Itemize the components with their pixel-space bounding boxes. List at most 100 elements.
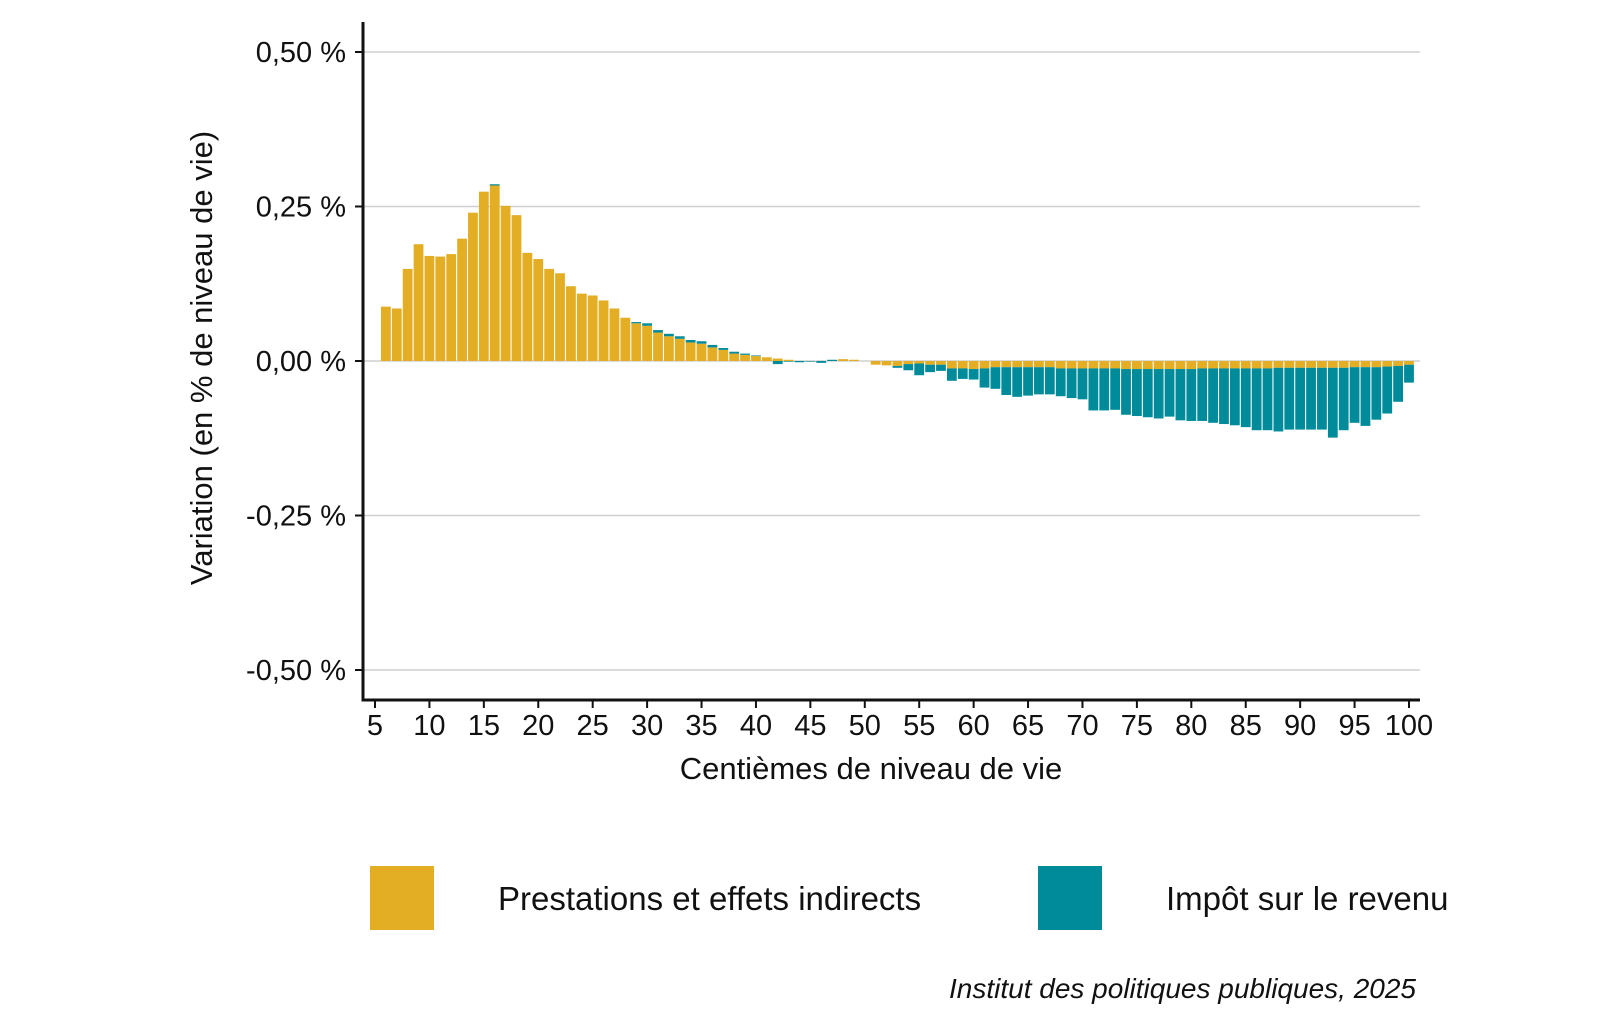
bar-s1-90	[1295, 367, 1306, 430]
bar-s0-27	[609, 308, 620, 361]
bar-s1-65	[1023, 367, 1033, 396]
bar-s1-44	[794, 361, 805, 363]
x-tick-label-10: 55	[903, 710, 935, 742]
bar-s0-73	[1110, 361, 1121, 369]
bar-s0-14	[468, 212, 478, 361]
bar-s0-35	[696, 343, 707, 361]
x-tick-label-19: 100	[1385, 710, 1433, 742]
bar-s0-42	[772, 358, 783, 361]
bar-s1-83	[1219, 368, 1229, 425]
bar-s0-97	[1371, 361, 1382, 368]
x-tick-label-5: 30	[631, 710, 663, 742]
bar-s0-18	[511, 215, 522, 361]
bar-s1-63	[1001, 367, 1012, 395]
x-tick-label-9: 50	[849, 710, 881, 742]
bar-s1-82	[1208, 368, 1218, 423]
bar-s0-48	[838, 359, 848, 361]
bar-s1-87	[1262, 368, 1273, 431]
bar-s0-77	[1153, 361, 1164, 370]
bar-s0-52	[881, 361, 892, 366]
bar-s1-33	[674, 336, 685, 339]
bar-s0-65	[1023, 361, 1033, 368]
x-tick-label-17: 90	[1284, 710, 1316, 742]
bar-s0-78	[1164, 361, 1175, 370]
bar-s0-87	[1262, 361, 1273, 369]
y-axis-ticks: -0,50 % -0,25 % 0,00 % 0,25 % 0,50 %	[246, 37, 363, 687]
bar-s0-95	[1349, 361, 1360, 368]
bar-s0-99	[1393, 361, 1404, 366]
x-axis-ticks: 5 10 15 20 25 30 35 40 45 50 55 60 65 70 75 80 85 90 95 100	[367, 700, 1433, 742]
bar-s0-94	[1338, 361, 1349, 368]
bar-s0-64	[1012, 361, 1023, 368]
bar-s0-56	[925, 361, 935, 365]
bar-s1-55	[914, 363, 925, 376]
bar-s1-96	[1360, 367, 1371, 426]
x-tick-label-13: 70	[1066, 710, 1098, 742]
bar-s1-73	[1110, 368, 1121, 410]
legend-label-prestations: Prestations et effets indirects	[498, 880, 921, 917]
legend-label-impot: Impôt sur le revenu	[1166, 880, 1448, 917]
bar-s0-20	[533, 259, 544, 361]
x-axis-title: Centièmes de niveau de vie	[680, 751, 1063, 786]
bar-s1-32	[663, 333, 674, 337]
bar-s1-69	[1066, 368, 1077, 399]
bar-s0-39	[740, 354, 750, 361]
bar-s1-56	[925, 364, 935, 373]
bar-s0-40	[751, 356, 761, 361]
bar-s0-8	[402, 268, 413, 361]
bar-s0-21	[544, 268, 555, 361]
bar-s1-43	[783, 361, 794, 362]
bar-s1-45	[805, 361, 816, 362]
bar-s1-81	[1197, 368, 1208, 421]
y-tick-label-4: 0,50 %	[256, 37, 346, 69]
bar-s0-61	[979, 361, 990, 369]
bar-s0-6	[380, 306, 391, 361]
bar-s0-67	[1044, 361, 1055, 368]
bar-s0-81	[1197, 361, 1208, 369]
bar-s0-7	[391, 308, 402, 361]
bar-s0-89	[1284, 361, 1295, 368]
bar-s1-39	[740, 353, 750, 355]
bar-s1-86	[1251, 368, 1262, 431]
bar-s1-76	[1142, 369, 1153, 418]
x-tick-label-4: 25	[577, 710, 609, 742]
legend-swatch-impot	[1038, 866, 1102, 930]
bar-s1-79	[1175, 369, 1186, 421]
bar-s0-55	[914, 361, 925, 364]
bar-s0-53	[892, 361, 903, 366]
bar-s1-46	[816, 361, 827, 363]
bar-s1-85	[1240, 368, 1251, 428]
x-tick-label-18: 95	[1338, 710, 1370, 742]
bar-s0-15	[478, 191, 489, 361]
bar-s1-16	[489, 184, 500, 186]
bar-s0-86	[1251, 361, 1262, 369]
bar-s1-72	[1099, 368, 1110, 411]
bar-s0-43	[783, 359, 794, 361]
bar-s1-71	[1088, 368, 1099, 411]
bar-s1-80	[1186, 369, 1197, 421]
x-tick-label-1: 10	[413, 710, 445, 742]
bar-s1-68	[1055, 368, 1066, 397]
bar-s0-57	[936, 361, 946, 365]
bar-s1-34	[685, 339, 696, 343]
bar-s1-36	[707, 344, 718, 348]
bar-s1-100	[1404, 364, 1414, 383]
bar-s0-84	[1229, 361, 1240, 369]
bar-s1-93	[1327, 367, 1338, 438]
bar-s0-74	[1121, 361, 1131, 370]
bar-s1-57	[936, 364, 946, 371]
x-tick-label-15: 80	[1175, 710, 1207, 742]
bar-s0-91	[1306, 361, 1316, 368]
bar-s1-40	[751, 355, 761, 357]
bar-s0-41	[761, 357, 772, 361]
bar-s0-70	[1077, 361, 1088, 369]
bar-s0-16	[489, 185, 500, 361]
legend-swatch-prestations	[370, 866, 434, 930]
bar-s0-100	[1404, 361, 1414, 365]
bar-s1-97	[1371, 367, 1382, 420]
bar-s0-90	[1295, 361, 1306, 368]
bar-s1-67	[1044, 367, 1055, 395]
bar-s0-62	[990, 361, 1001, 368]
bar-s1-91	[1306, 367, 1316, 430]
legend: Prestations et effets indirects Impôt su…	[370, 866, 1448, 930]
